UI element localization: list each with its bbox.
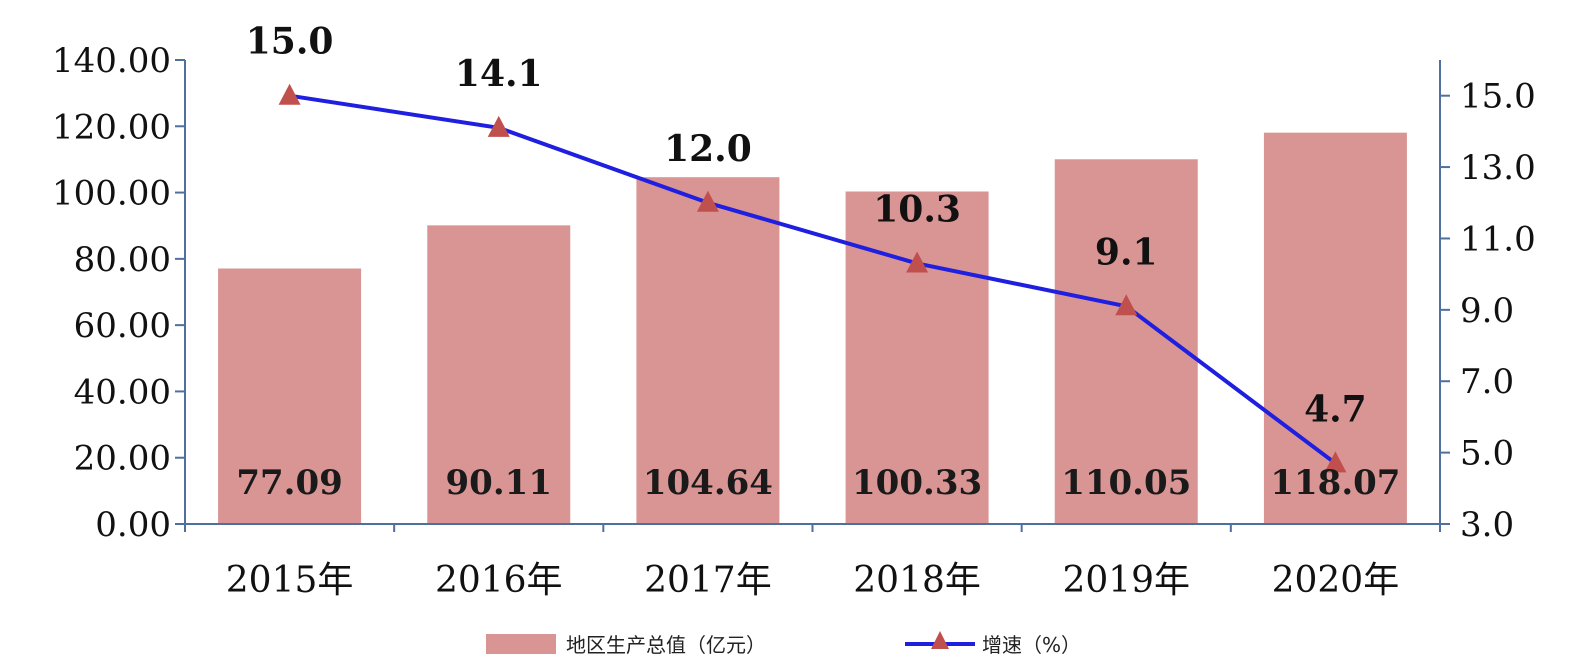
right-tick-label-3: 9.0 bbox=[1460, 291, 1514, 331]
right-tick-label-6: 15.0 bbox=[1460, 77, 1536, 117]
bars-layer bbox=[218, 132, 1407, 524]
category-label-2: 2017年 bbox=[644, 560, 772, 601]
category-label-1: 2016年 bbox=[435, 560, 563, 601]
growth-marker-2 bbox=[696, 190, 719, 212]
growth-marker-4 bbox=[1115, 294, 1138, 316]
growth-marker-3 bbox=[906, 251, 929, 273]
right-tick-label-5: 13.0 bbox=[1460, 148, 1536, 188]
legend-bar-swatch bbox=[486, 634, 556, 654]
category-label-5: 2020年 bbox=[1272, 560, 1400, 601]
left-tick-label-1: 20.00 bbox=[74, 439, 171, 479]
bar-value-label-2: 104.64 bbox=[643, 463, 773, 503]
legend: 地区生产总值（亿元） 增速（%） bbox=[486, 631, 1081, 657]
left-tick-label-7: 140.00 bbox=[52, 41, 171, 81]
bar-value-label-1: 90.11 bbox=[446, 463, 552, 503]
right-tick-label-0: 3.0 bbox=[1460, 505, 1514, 545]
left-tick-label-3: 60.00 bbox=[74, 306, 171, 346]
left-tick-label-2: 40.00 bbox=[74, 372, 171, 412]
legend-line-label: 增速（%） bbox=[982, 633, 1081, 657]
growth-value-label-5: 4.7 bbox=[1304, 388, 1367, 430]
bar-value-label-0: 77.09 bbox=[236, 463, 342, 503]
growth-marker-5 bbox=[1324, 451, 1347, 473]
growth-marker-1 bbox=[487, 115, 510, 137]
category-label-3: 2018年 bbox=[853, 560, 981, 601]
growth-value-label-2: 12.0 bbox=[664, 128, 752, 170]
growth-value-label-4: 9.1 bbox=[1095, 231, 1158, 273]
legend-bar-label: 地区生产总值（亿元） bbox=[566, 633, 766, 657]
bar-value-label-3: 100.33 bbox=[852, 463, 982, 503]
growth-value-label-3: 10.3 bbox=[873, 188, 961, 230]
category-label-4: 2019年 bbox=[1062, 560, 1190, 601]
bar-2 bbox=[636, 177, 780, 524]
growth-value-label-0: 15.0 bbox=[246, 21, 334, 63]
right-tick-label-2: 7.0 bbox=[1460, 362, 1514, 402]
left-tick-label-5: 100.00 bbox=[52, 174, 171, 214]
category-label-0: 2015年 bbox=[226, 560, 354, 601]
line-layer bbox=[278, 83, 1347, 473]
right-tick-label-4: 11.0 bbox=[1460, 219, 1536, 259]
labels-layer: 77.09 90.11 104.64 100.33 110.05 118.07 15.0 14… bbox=[236, 21, 1400, 503]
growth-marker-0 bbox=[278, 83, 301, 105]
growth-value-label-1: 14.1 bbox=[455, 53, 543, 95]
bar-3 bbox=[845, 191, 989, 524]
axes-layer: 0.00 20.00 40.00 60.00 80.00 100.00 120.00 140.… bbox=[52, 41, 1536, 601]
bar-1 bbox=[427, 225, 571, 524]
bar-0 bbox=[218, 268, 362, 524]
left-tick-label-6: 120.00 bbox=[52, 107, 171, 147]
legend-triangle-marker bbox=[931, 631, 949, 649]
bar-value-label-5: 118.07 bbox=[1270, 463, 1400, 503]
left-tick-label-4: 80.00 bbox=[74, 240, 171, 280]
right-tick-label-1: 5.0 bbox=[1460, 434, 1514, 474]
left-tick-label-0: 0.00 bbox=[95, 505, 171, 545]
growth-line bbox=[289, 93, 1337, 465]
bar-value-label-4: 110.05 bbox=[1061, 463, 1191, 503]
